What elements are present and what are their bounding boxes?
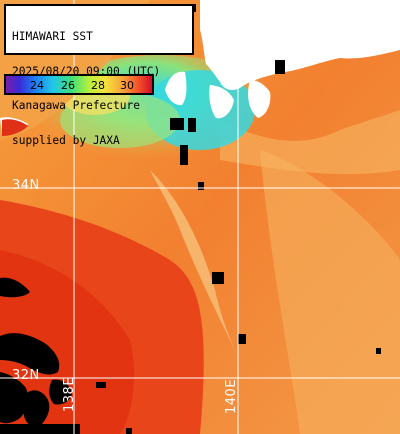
lon-label-140e: 140E <box>224 378 239 414</box>
cool-filament <box>150 170 240 360</box>
mask-island-5 <box>212 272 224 284</box>
land-miura <box>209 85 234 119</box>
land-boso <box>248 80 271 118</box>
cloud-sw-2 <box>0 333 60 375</box>
color-scale-bar: 24 26 28 30 <box>4 74 154 95</box>
title-line-region: Kanagawa Prefecture <box>12 99 140 112</box>
cloud-sw-7 <box>96 382 106 388</box>
scale-tick-30: 30 <box>120 79 134 92</box>
cloud-sw-6 <box>0 424 80 434</box>
land-honshu <box>200 0 400 90</box>
title-line-product: HIMAWARI SST <box>12 30 93 43</box>
mask-island-2 <box>188 118 196 132</box>
title-line-timestamp: 2025/08/20 09:00 (UTC) <box>12 64 161 78</box>
mask-island-6 <box>238 334 246 344</box>
mask-island-1 <box>170 118 184 130</box>
scale-tick-24: 24 <box>30 79 44 92</box>
cloud-sw-5 <box>49 379 72 405</box>
mask-east-1 <box>275 60 285 74</box>
mask-island-3 <box>180 145 188 165</box>
lat-label-32n: 32N <box>12 368 40 383</box>
lat-label-34n: 34N <box>12 178 40 193</box>
scale-tick-26: 26 <box>61 79 75 92</box>
scale-tick-28: 28 <box>91 79 105 92</box>
land-peninsula-west <box>165 71 187 106</box>
cloud-sw-4 <box>23 390 50 427</box>
cloud-sw-8 <box>126 428 132 434</box>
mid-zone-east <box>260 150 400 434</box>
title-box: HIMAWARI SST 2025/08/20 09:00 (UTC) Kana… <box>4 4 194 146</box>
cloud-sw-1 <box>0 277 30 298</box>
title-line-source: supplied by JAXA <box>12 133 120 147</box>
hot-spot-izu <box>2 119 28 136</box>
lon-label-138e: 138E <box>62 376 77 412</box>
cloud-sw-3 <box>0 372 28 424</box>
mask-island-4 <box>198 182 204 190</box>
mask-east-2 <box>376 348 381 354</box>
